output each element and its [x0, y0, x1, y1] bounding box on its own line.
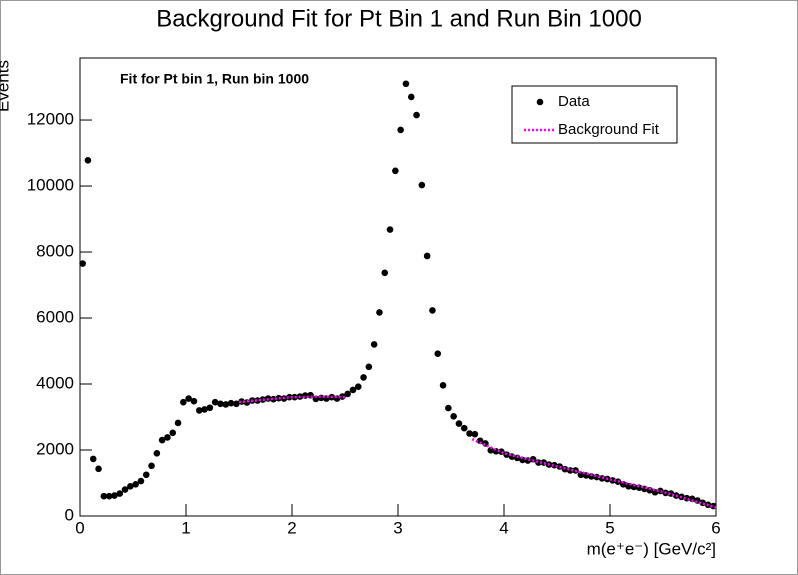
data-point — [84, 156, 92, 164]
data-point — [439, 382, 447, 389]
data-point — [407, 93, 415, 101]
y-tick-label: 6000 — [36, 308, 74, 327]
data-point — [392, 167, 399, 175]
data-point — [376, 309, 383, 316]
data-point — [254, 397, 261, 404]
x-tick-label: 3 — [393, 518, 402, 537]
data-point — [174, 419, 182, 427]
data-point — [397, 126, 404, 134]
data-point — [206, 404, 214, 412]
data-point — [169, 429, 177, 437]
data-point — [450, 413, 457, 420]
data-point — [445, 404, 452, 412]
data-point — [487, 447, 495, 454]
y-tick-label: 2000 — [36, 439, 74, 458]
legend-box — [511, 85, 678, 144]
data-point — [127, 483, 134, 490]
data-point — [429, 307, 436, 314]
fit-line — [238, 395, 717, 509]
data-point — [386, 226, 394, 233]
data-point — [121, 486, 129, 493]
y-tick-label: 8000 — [36, 242, 74, 261]
data-point — [466, 430, 473, 437]
x-tick-label: 2 — [287, 518, 296, 537]
data-point — [142, 471, 150, 479]
annotation: Fit for Pt bin 1, Run bin 1000 — [120, 71, 309, 87]
data-point — [105, 492, 113, 500]
x-tick-label: 5 — [605, 518, 614, 537]
y-tick-label: 12000 — [27, 110, 74, 129]
data-point — [423, 252, 431, 260]
data-point — [195, 407, 203, 414]
data-point — [158, 436, 166, 444]
data-point — [233, 400, 240, 408]
x-tick-label: 0 — [75, 518, 84, 537]
data-point — [201, 406, 208, 413]
data-point — [381, 269, 389, 277]
x-tick-label: 1 — [181, 518, 190, 537]
data-point — [275, 394, 283, 402]
legend-marker — [536, 98, 544, 106]
data-point — [471, 430, 479, 438]
y-tick-label: 10000 — [27, 176, 74, 195]
x-tick-label: 6 — [711, 518, 720, 537]
y-tick-label: 0 — [65, 505, 74, 524]
data-point — [529, 455, 537, 463]
data-point — [222, 401, 230, 408]
data-point — [646, 486, 654, 494]
data-point — [413, 111, 420, 119]
data-point — [148, 462, 155, 470]
chart-title: Background Fit for Pt Bin 1 and Run Bin … — [156, 5, 642, 32]
data-point — [588, 473, 595, 480]
data-point — [344, 390, 351, 398]
data-point — [116, 490, 124, 497]
data-point — [100, 492, 108, 500]
x-axis-label: m(e⁺e⁻) [GeV/c²] — [587, 539, 716, 558]
data-point — [259, 396, 267, 403]
data-point — [365, 363, 373, 371]
data-point — [460, 424, 468, 432]
data-point — [211, 398, 219, 406]
data-point — [402, 80, 410, 88]
data-point — [630, 483, 638, 491]
data-point — [476, 437, 484, 445]
legend-label: Background Fit — [558, 121, 660, 138]
data-point — [227, 399, 235, 407]
data-point — [312, 395, 320, 403]
y-axis-label: Events — [0, 60, 12, 112]
data-point — [185, 395, 192, 402]
legend-label: Data — [558, 93, 590, 110]
data-point — [370, 341, 378, 348]
data-point — [360, 374, 367, 381]
data-point — [164, 434, 171, 441]
data-point — [418, 181, 426, 189]
data-point — [111, 492, 118, 499]
data-point — [190, 397, 198, 405]
data-point — [434, 350, 442, 357]
data-point — [291, 393, 298, 401]
data-point — [455, 420, 463, 427]
data-point — [95, 465, 102, 473]
data-point — [89, 455, 97, 463]
data-point — [286, 393, 293, 401]
legend: Data Background Fit — [511, 85, 678, 144]
x-tick-label: 4 — [499, 518, 508, 537]
data-point — [688, 495, 696, 503]
data-point — [79, 260, 86, 267]
data-point — [217, 400, 224, 408]
data-point — [354, 383, 362, 390]
data-point — [132, 481, 139, 488]
data-point — [349, 386, 357, 394]
data-point — [180, 398, 187, 406]
y-tick-label: 4000 — [36, 373, 74, 392]
data-point — [137, 477, 145, 485]
data-point — [153, 450, 161, 457]
